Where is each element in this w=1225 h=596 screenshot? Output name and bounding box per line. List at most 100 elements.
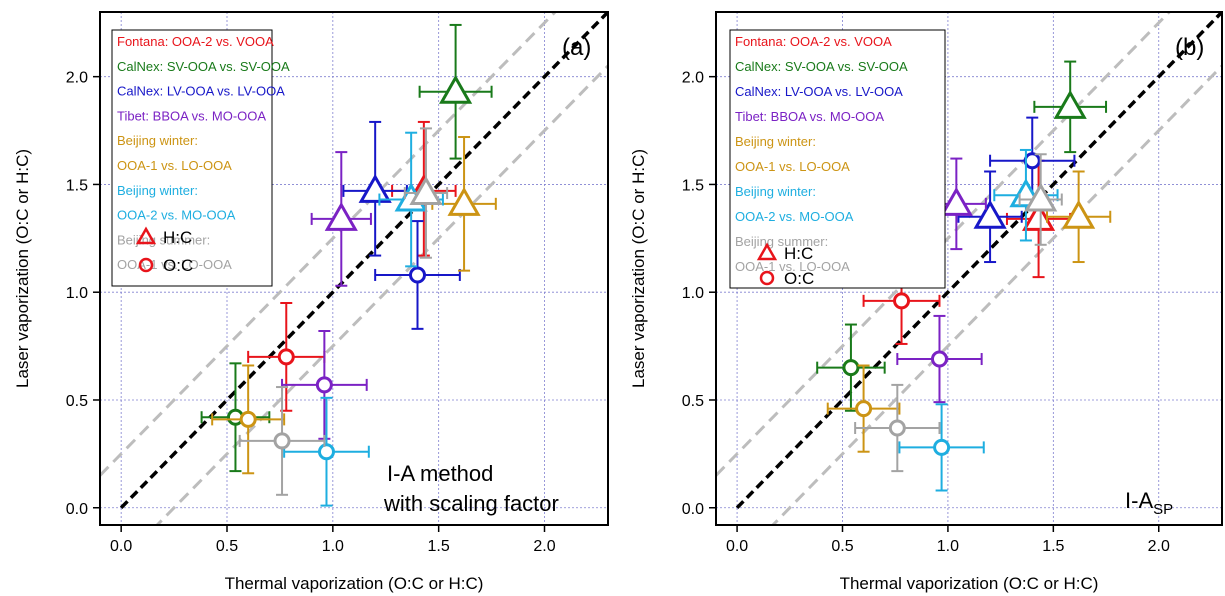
triangle-marker bbox=[447, 186, 481, 216]
hc-point-calnex-sv bbox=[1033, 60, 1108, 154]
circle-marker bbox=[273, 432, 291, 450]
one-to-one-line bbox=[735, 12, 1222, 509]
method-label-main: I-A bbox=[1125, 488, 1153, 513]
hc-key-label: H:C bbox=[163, 228, 192, 247]
method-label-line-2: with scaling factor bbox=[383, 491, 559, 516]
hc-point-fontana bbox=[1005, 159, 1072, 279]
triangle-marker-key bbox=[756, 242, 778, 261]
hc-point-tibet bbox=[310, 151, 372, 287]
hc-point-beijing-winter-1 bbox=[1046, 170, 1112, 264]
triangle-marker bbox=[939, 186, 973, 216]
y-axis-label: Laser vaporization (O:C or H:C) bbox=[13, 149, 32, 388]
tick-labels: 0.0 0.5 1.0 1.5 2.0 0.0 0.5 1.0 1.5 2.0 bbox=[682, 70, 1170, 555]
lower-guide-line bbox=[155, 63, 608, 525]
x-tick-label: 2.0 bbox=[533, 538, 555, 555]
hc-point-calnex-lv bbox=[957, 170, 1023, 264]
triangle-marker bbox=[439, 74, 473, 104]
triangle-marker bbox=[324, 201, 358, 231]
triangle-marker bbox=[1053, 89, 1087, 119]
hc-point-calnex-sv bbox=[418, 23, 493, 160]
marker-key: H:C O:C bbox=[756, 242, 814, 288]
x-tick-label: 0.0 bbox=[726, 538, 748, 555]
triangle-marker bbox=[358, 173, 392, 203]
y-tick-label: 2.0 bbox=[682, 70, 704, 87]
lower-guide-line bbox=[770, 63, 1222, 525]
oc-point-tibet bbox=[281, 330, 368, 440]
circle-marker bbox=[317, 443, 335, 461]
x-tick-label: 0.5 bbox=[831, 538, 853, 555]
circle-marker-key bbox=[138, 257, 154, 273]
hc-point-calnex-lv bbox=[342, 120, 408, 257]
triangle-marker bbox=[409, 176, 443, 206]
y-tick-label: 1.5 bbox=[682, 177, 704, 194]
one-to-one-line bbox=[119, 12, 608, 509]
legend-entry: CalNex: SV-OOA vs. SV-OOA bbox=[735, 59, 908, 74]
legend-entry: OOA-1 vs. LO-OOA bbox=[735, 259, 850, 274]
legend-entry: CalNex: LV-OOA vs. LV-OOA bbox=[117, 84, 285, 99]
oc-point-beijing-winter-1 bbox=[826, 364, 901, 453]
hc-point-beijing-summer bbox=[403, 127, 449, 259]
hc-point-tibet bbox=[925, 157, 987, 251]
data-points bbox=[200, 23, 497, 507]
y-axis-label: Laser vaporization (O:C or H:C) bbox=[629, 149, 648, 388]
legend-entry: CalNex: LV-OOA vs. LV-OOA bbox=[735, 84, 903, 99]
method-label: I-ASP bbox=[1125, 488, 1173, 518]
circle-marker bbox=[893, 292, 911, 310]
panel-label: (b) bbox=[1175, 34, 1204, 61]
legend: Fontana: OOA-2 vs. VOOA CalNex: SV-OOA vs… bbox=[111, 29, 290, 287]
y-tick-label: 0.0 bbox=[682, 501, 704, 518]
oc-point-calnex-lv bbox=[374, 220, 461, 330]
y-tick-label: 1.0 bbox=[66, 285, 88, 302]
oc-key-label: O:C bbox=[784, 269, 814, 288]
method-label-subscript: SP bbox=[1153, 501, 1173, 518]
legend-entry: Beijing winter: bbox=[735, 184, 816, 199]
triangle-marker-key bbox=[135, 226, 157, 245]
y-tick-label: 0.5 bbox=[682, 393, 704, 410]
circle-marker-key bbox=[759, 270, 775, 286]
circle-marker bbox=[1023, 152, 1041, 170]
x-tick-label: 1.0 bbox=[322, 538, 344, 555]
legend-entry: OOA-1 vs. LO-OOA bbox=[117, 257, 232, 272]
panel-label: (a) bbox=[562, 34, 591, 61]
circle-marker bbox=[409, 266, 426, 284]
plot-frame bbox=[715, 11, 1223, 526]
x-tick-label: 1.0 bbox=[937, 538, 959, 555]
y-tick-label: 1.0 bbox=[682, 285, 704, 302]
x-axis-label: Thermal vaporization (O:C or H:C) bbox=[225, 574, 484, 593]
y-tick-label: 2.0 bbox=[66, 70, 88, 87]
x-tick-label: 0.5 bbox=[216, 538, 238, 555]
circle-marker bbox=[930, 350, 948, 368]
oc-point-beijing-winter-2 bbox=[898, 403, 985, 492]
legend-entry: Tibet: BBOA vs. MO-OOA bbox=[735, 109, 884, 124]
method-label-line-1: I-A method bbox=[387, 461, 493, 486]
oc-point-beijing-winter-2 bbox=[283, 396, 370, 507]
circle-marker bbox=[855, 400, 873, 418]
x-tick-label: 1.5 bbox=[1042, 538, 1064, 555]
data-points bbox=[816, 60, 1112, 492]
circle-marker bbox=[315, 376, 333, 394]
legend-entry: OOA-1 vs. LO-OOA bbox=[735, 159, 850, 174]
y-tick-label: 1.5 bbox=[66, 177, 88, 194]
circle-marker bbox=[933, 438, 951, 456]
triangle-marker bbox=[1021, 201, 1056, 231]
plot-frame bbox=[99, 11, 609, 526]
oc-point-beijing-winter-1 bbox=[211, 364, 286, 475]
oc-point-beijing-summer bbox=[854, 383, 941, 473]
oc-point-calnex-sv bbox=[816, 323, 886, 412]
legend-entry: Beijing summer: bbox=[735, 234, 828, 249]
triangle-marker bbox=[1062, 199, 1096, 229]
marker-key: H:C O:C bbox=[135, 226, 193, 275]
legend-entry: Beijing winter: bbox=[117, 183, 198, 198]
oc-point-tibet bbox=[896, 314, 983, 404]
circle-marker bbox=[888, 419, 906, 437]
x-axis-label: Thermal vaporization (O:C or H:C) bbox=[840, 574, 1099, 593]
circle-marker bbox=[842, 359, 860, 377]
reference-lines bbox=[100, 12, 608, 525]
legend-entry: Beijing winter: bbox=[735, 134, 816, 149]
legend: Fontana: OOA-2 vs. VOOA CalNex: SV-OOA vs… bbox=[729, 29, 946, 289]
oc-point-beijing-summer bbox=[238, 386, 326, 496]
triangle-marker bbox=[973, 199, 1007, 229]
legend-entry: Beijing winter: bbox=[117, 133, 198, 148]
oc-point-fontana bbox=[247, 301, 326, 412]
